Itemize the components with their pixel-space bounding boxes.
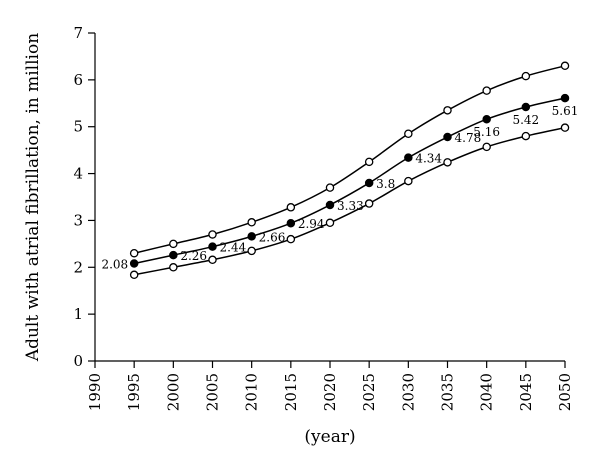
x-tick-label: 2050 xyxy=(556,373,574,411)
x-tick-label: 2000 xyxy=(164,373,182,411)
series-line xyxy=(134,97,566,265)
axes: 0 1 2 3 4 5 6 7 1990 1995 2000 2005 2010 2015 2020 2025… xyxy=(73,24,574,411)
data-point xyxy=(325,218,335,228)
data-label: 5.42 xyxy=(512,113,539,127)
data-point xyxy=(129,248,139,258)
data-point xyxy=(443,158,452,167)
data-label: 2.94 xyxy=(298,217,325,231)
data-point xyxy=(560,93,570,103)
data-label: 5.16 xyxy=(473,125,500,139)
x-tick-label: 2015 xyxy=(282,373,300,411)
data-point xyxy=(169,239,178,249)
data-label: 2.44 xyxy=(220,241,247,255)
data-point xyxy=(247,246,256,256)
data-point xyxy=(286,203,296,212)
x-tick-label: 2030 xyxy=(399,373,417,411)
y-tick-label: 1 xyxy=(73,305,83,323)
data-point xyxy=(404,153,413,162)
y-axis-title: Adult with atrial fibrillation, in milli… xyxy=(23,33,43,362)
data-point xyxy=(482,86,491,95)
data-point xyxy=(325,200,335,210)
data-point xyxy=(364,199,374,208)
data-point xyxy=(247,218,256,227)
y-tick-label: 0 xyxy=(73,352,83,370)
data-point xyxy=(364,157,374,167)
data-point xyxy=(129,270,139,280)
series-3 xyxy=(129,123,570,280)
y-tick-label: 7 xyxy=(73,24,83,42)
x-tick-label: 1990 xyxy=(86,373,104,411)
data-point xyxy=(560,61,570,71)
x-tick-label: 2005 xyxy=(204,373,222,411)
data-point xyxy=(521,71,531,81)
series-2 xyxy=(129,93,570,268)
data-point xyxy=(286,218,296,228)
series-1 xyxy=(129,61,570,258)
x-tick-label: 2040 xyxy=(478,373,496,411)
y-tick-label: 2 xyxy=(73,258,83,276)
data-point xyxy=(560,123,570,132)
x-tick-label: 2035 xyxy=(439,373,457,411)
data-point xyxy=(521,102,531,112)
data-point xyxy=(364,178,374,188)
data-point xyxy=(443,106,452,115)
data-point xyxy=(129,259,139,268)
x-axis-title: (year) xyxy=(304,427,355,447)
data-point xyxy=(443,132,452,142)
x-tick-label: 2020 xyxy=(321,373,339,411)
series-group xyxy=(129,61,570,280)
data-point xyxy=(521,131,531,141)
data-point xyxy=(286,234,296,244)
x-tick-label: 2045 xyxy=(517,373,535,411)
x-tick-label: 1995 xyxy=(125,373,143,411)
data-point xyxy=(169,263,178,272)
data-label: 3.8 xyxy=(376,177,395,191)
data-label: 4.34 xyxy=(415,152,442,166)
data-label: 2.26 xyxy=(180,249,207,263)
data-point xyxy=(482,114,491,124)
data-point xyxy=(208,230,217,239)
data-label: 5.61 xyxy=(552,104,579,118)
data-point xyxy=(404,176,413,186)
data-labels: 2.08 2.26 2.44 2.66 2.94 3.33 3.8 4.34 4.785.16 5… xyxy=(101,104,578,271)
series-line xyxy=(133,65,566,254)
data-point xyxy=(404,129,413,138)
data-point xyxy=(325,183,335,192)
y-tick-label: 5 xyxy=(73,118,83,136)
data-label: 4.78 xyxy=(455,131,482,145)
data-point xyxy=(482,142,491,152)
x-tick-label: 2025 xyxy=(360,373,378,411)
y-tick-label: 6 xyxy=(73,71,83,89)
x-tick-label: 2010 xyxy=(243,373,261,411)
data-label: 2.66 xyxy=(259,230,286,244)
data-label: 3.33 xyxy=(337,199,364,213)
data-point xyxy=(169,250,178,260)
y-tick-label: 3 xyxy=(73,211,83,229)
data-point xyxy=(247,232,256,241)
data-point xyxy=(208,242,217,251)
y-tick-label: 4 xyxy=(73,165,83,183)
data-point xyxy=(208,255,217,265)
data-label: 2.08 xyxy=(101,258,128,272)
